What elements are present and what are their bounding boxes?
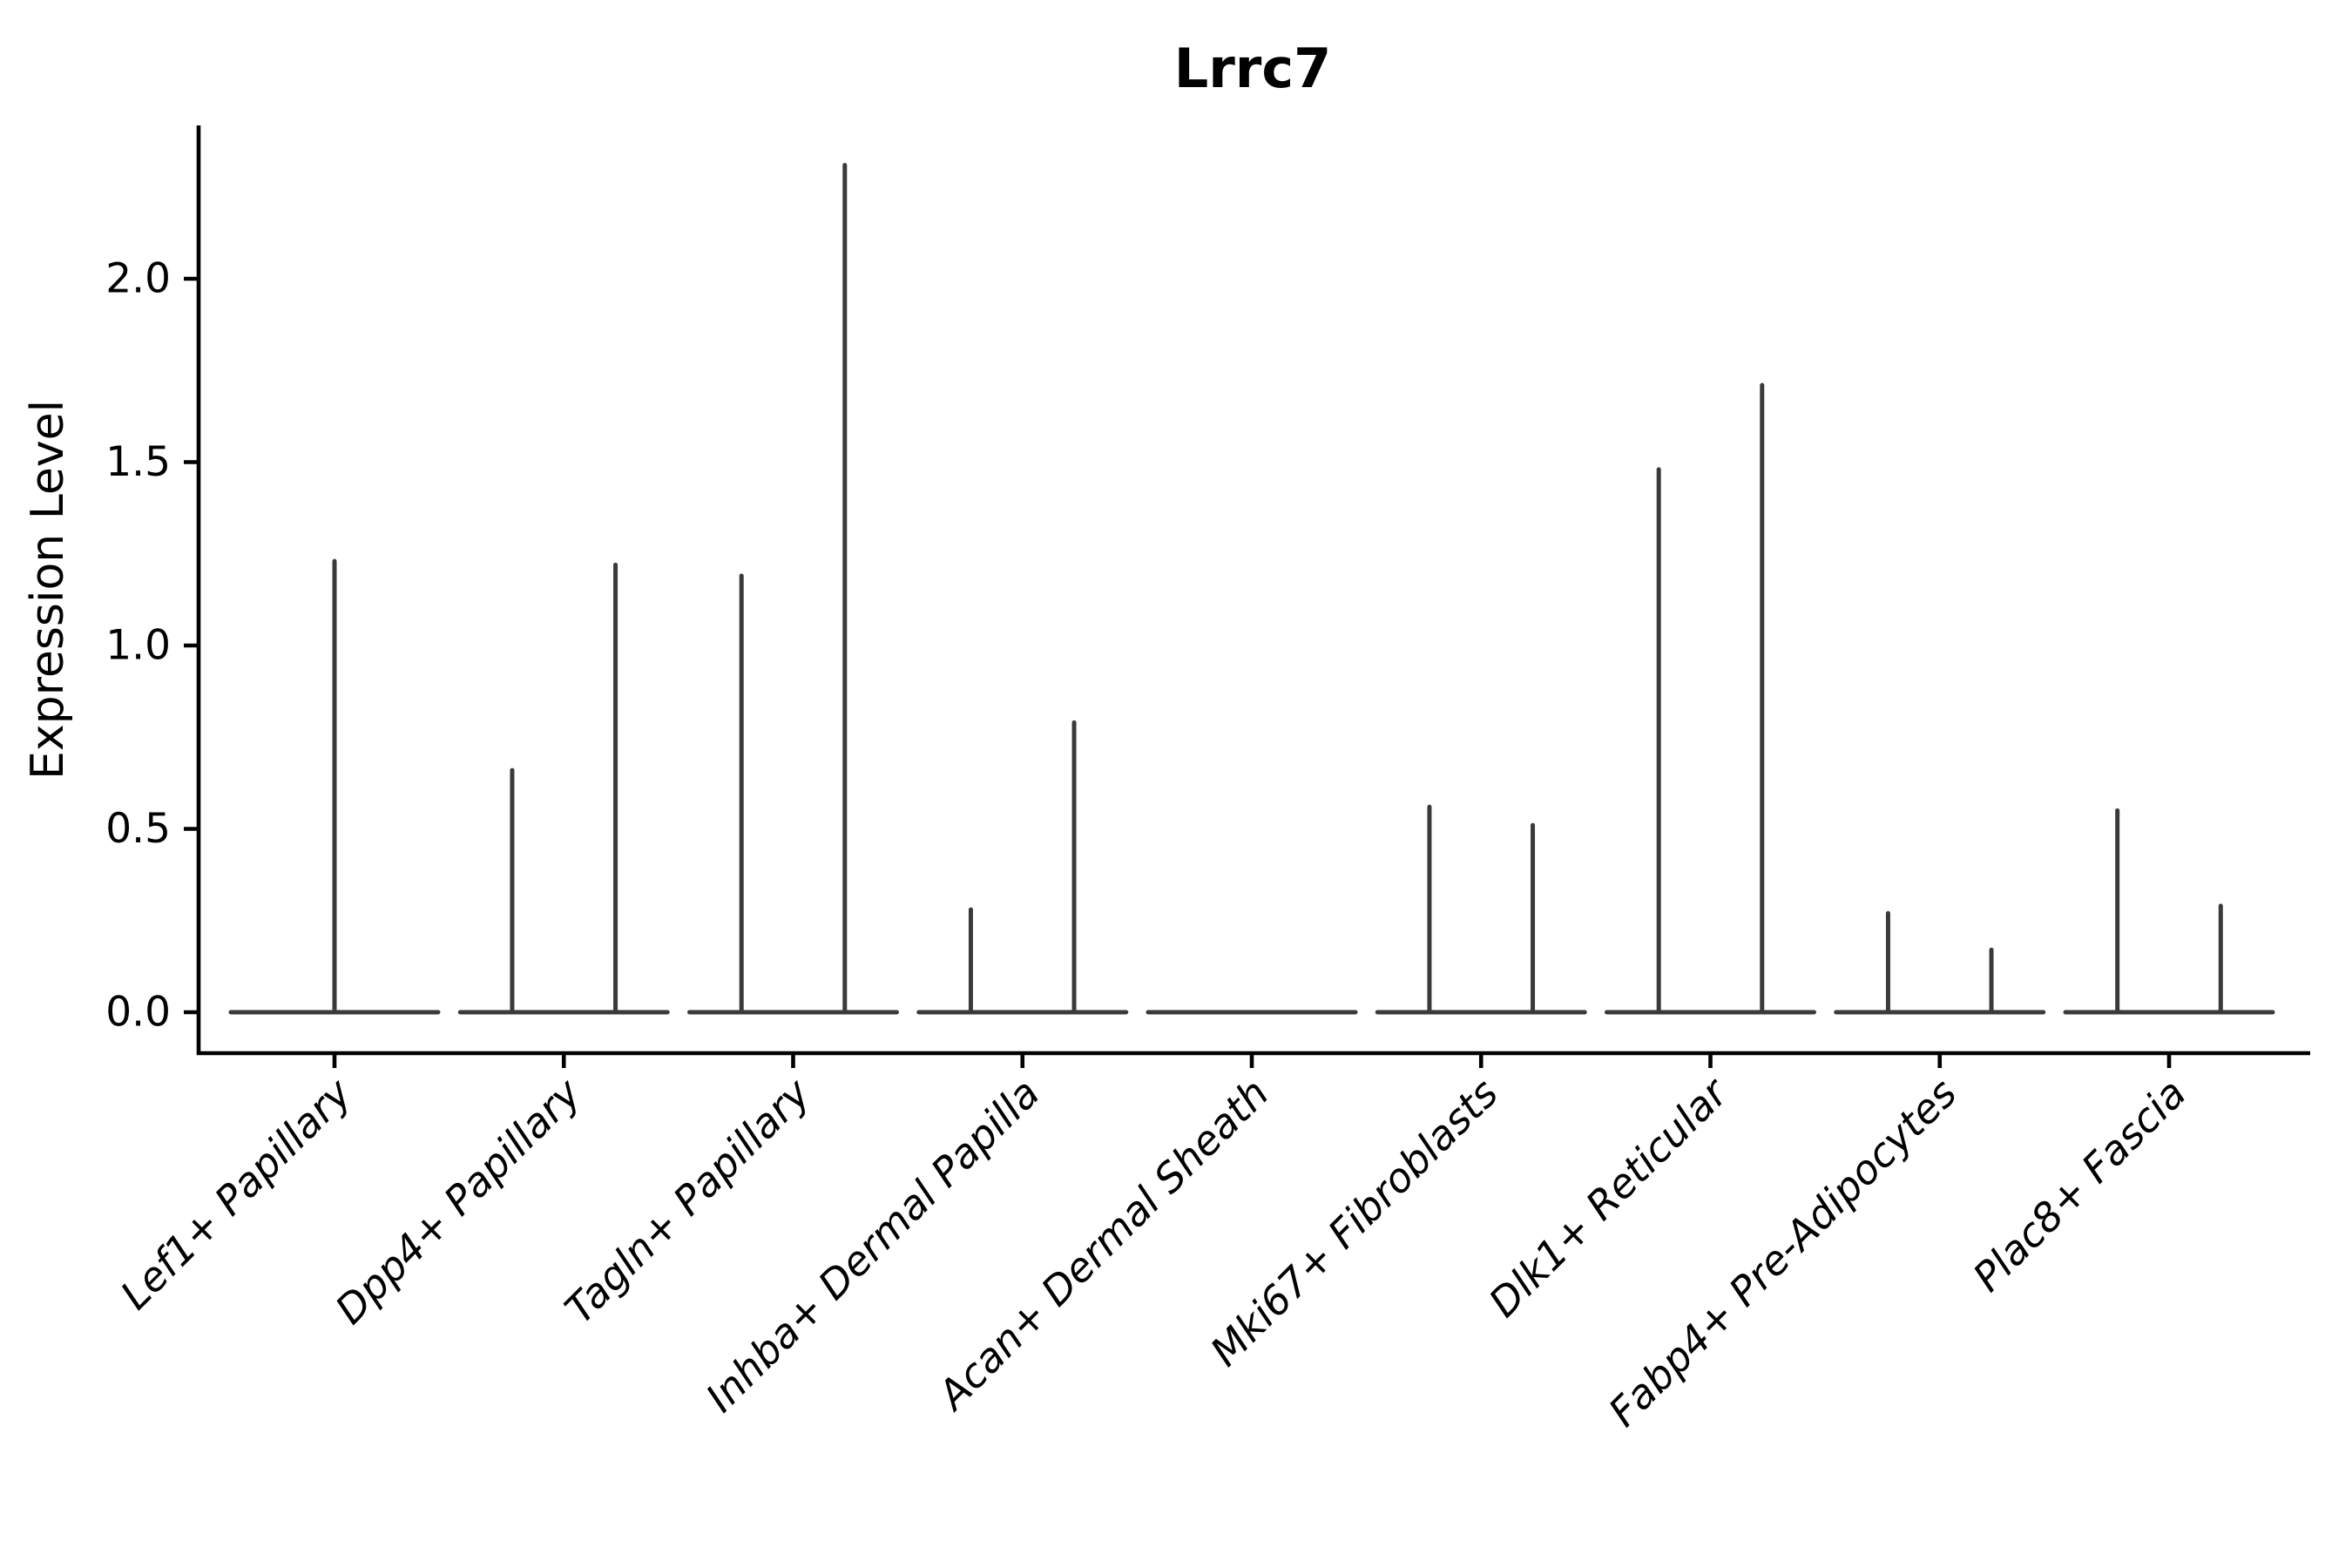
violin-series <box>228 162 2275 1015</box>
axis-spine <box>196 125 2310 1056</box>
y-axis-ticks: 0.0 0.5 1.0 1.5 2.0 <box>105 255 199 1037</box>
violin-group <box>1605 382 1816 1015</box>
y-tick-label: 1.5 <box>105 438 171 486</box>
x-tick-label: Lef1+ Papillary <box>112 1069 361 1318</box>
y-tick-label: 0.5 <box>105 805 171 853</box>
y-tick-label: 2.0 <box>105 255 171 303</box>
chart-title: Lrrc7 <box>1174 37 1332 100</box>
violin-group <box>1375 804 1587 1015</box>
violin-group <box>228 558 441 1015</box>
violin-group <box>916 720 1129 1015</box>
x-tick-label: Plac8+ Fascia <box>1963 1070 2194 1301</box>
y-tick-label: 1.0 <box>105 622 171 670</box>
violin-group <box>687 162 899 1015</box>
x-tick-label: Tagln+ Papillary <box>556 1069 820 1333</box>
axes-spines <box>196 125 2310 1056</box>
y-axis-label: Expression Level <box>22 400 74 780</box>
x-tick-label: Dlk1+ Reticular <box>1480 1067 1739 1326</box>
violin-group <box>1834 910 2046 1015</box>
violin-group <box>457 562 670 1015</box>
x-tick-label: Dpp4+ Papillary <box>326 1069 590 1333</box>
violin-group <box>2063 808 2275 1015</box>
y-tick-label: 0.0 <box>105 989 171 1037</box>
x-axis-ticks <box>332 1053 2172 1068</box>
